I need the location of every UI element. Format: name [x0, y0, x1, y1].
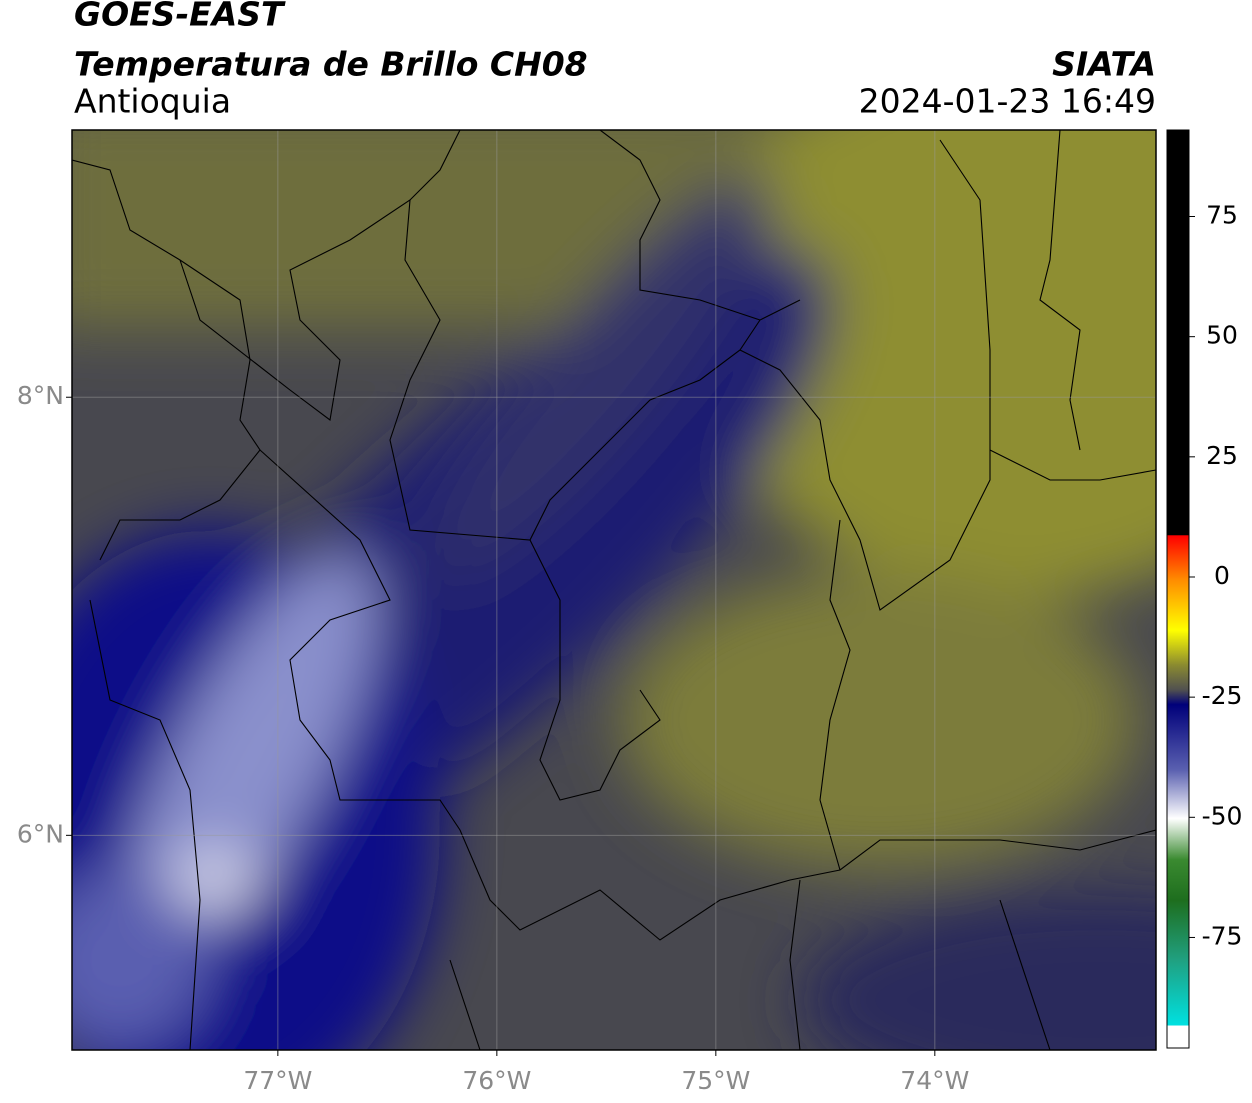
- colorbar-tick-label: 75: [1206, 201, 1238, 230]
- y-tick-label: 8°N: [17, 381, 64, 410]
- brand: SIATA: [1052, 45, 1156, 84]
- colorbar-tick-label: -25: [1202, 681, 1243, 710]
- x-tick-label: 74°W: [900, 1066, 969, 1095]
- colorbar-tick-label: 50: [1206, 321, 1238, 350]
- x-tick-label: 77°W: [243, 1066, 312, 1095]
- colorbar-tick-label: -50: [1202, 801, 1243, 830]
- satellite-field: [72, 130, 1156, 1050]
- colorbar-tick-label: 25: [1206, 441, 1238, 470]
- borders: [72, 130, 1156, 1050]
- x-tick-label: 76°W: [462, 1066, 531, 1095]
- timestamp: 2024-01-23 16:49: [859, 82, 1156, 121]
- colorbar-tick-label: -75: [1202, 921, 1243, 950]
- y-tick-label: 6°N: [17, 819, 64, 848]
- grid: [72, 130, 1156, 1050]
- x-tick-label: 75°W: [681, 1066, 750, 1095]
- map-frame: [71, 129, 1157, 1051]
- colorbar-tick-label: 0: [1214, 561, 1230, 590]
- region: Antioquia: [74, 82, 231, 121]
- colorbar: [1166, 129, 1190, 1049]
- subtitle: Temperatura de Brillo CH08: [74, 45, 588, 84]
- title: GOES-EAST: [74, 0, 286, 34]
